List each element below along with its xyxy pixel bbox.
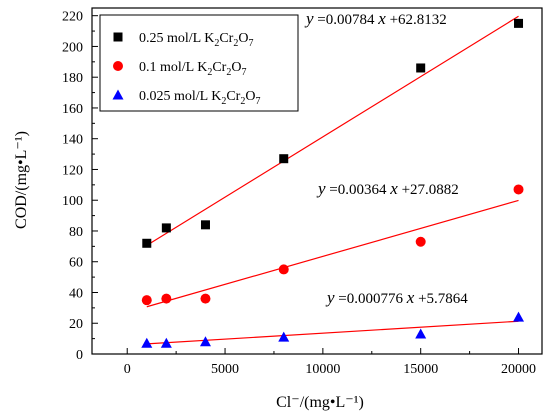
y-tick-label: 180 bbox=[62, 71, 83, 86]
data-point bbox=[514, 18, 524, 28]
fit-lines bbox=[146, 15, 519, 345]
legend: 0.25 mol/L K2Cr2O7 0.1 mol/L K2Cr2O7 0.025… bbox=[99, 14, 299, 112]
fit-equation: y =0.00364 x +27.0882 bbox=[316, 179, 459, 198]
x-axis-title: Cl⁻/(mg•L⁻¹) bbox=[276, 394, 364, 411]
data-point bbox=[415, 328, 427, 339]
y-tick-label: 40 bbox=[69, 286, 83, 301]
data-point bbox=[200, 220, 210, 230]
data-point bbox=[141, 337, 153, 348]
x-tick-label: 10000 bbox=[305, 362, 340, 377]
fit-line bbox=[146, 199, 519, 308]
data-point bbox=[161, 223, 171, 233]
y-tick-label: 60 bbox=[69, 256, 83, 271]
x-tick-label: 0 bbox=[124, 362, 131, 377]
data-point bbox=[513, 311, 525, 322]
data-point bbox=[513, 184, 524, 195]
data-point bbox=[141, 295, 152, 306]
y-tick-label: 160 bbox=[62, 102, 83, 117]
y-tick-label: 140 bbox=[62, 133, 83, 148]
x-tick-label: 5000 bbox=[211, 362, 239, 377]
x-tick-label: 20000 bbox=[501, 362, 536, 377]
data-point bbox=[199, 336, 211, 347]
fit-equations: y =0.00784 x +62.8132 y =0.00364 x +27.08… bbox=[304, 9, 468, 307]
data-point bbox=[278, 331, 290, 342]
y-tick-label: 200 bbox=[62, 40, 83, 55]
legend-marker bbox=[112, 89, 124, 100]
fit-equation: y =0.000776 x +5.7864 bbox=[325, 288, 468, 307]
legend-entry: 0.1 mol/L K2Cr2O7 bbox=[139, 60, 246, 78]
y-tick-label: 100 bbox=[62, 194, 83, 209]
data-point bbox=[416, 63, 426, 73]
y-axis-title: COD/(mg•L⁻¹) bbox=[13, 131, 30, 229]
data-point bbox=[278, 264, 289, 275]
legend-entry: 0.025 mol/L K2Cr2O7 bbox=[139, 89, 260, 107]
y-tick-label: 80 bbox=[69, 225, 83, 240]
fit-equation: y =0.00784 x +62.8132 bbox=[304, 9, 447, 28]
plot-frame bbox=[91, 7, 543, 355]
data-point bbox=[160, 337, 172, 348]
data-point bbox=[161, 293, 172, 304]
fit-line bbox=[146, 15, 519, 246]
data-point bbox=[279, 154, 289, 164]
legend-marker bbox=[113, 32, 123, 42]
data-point bbox=[142, 238, 152, 248]
data-markers bbox=[141, 18, 525, 348]
data-point bbox=[200, 293, 211, 304]
legend-entry: 0.25 mol/L K2Cr2O7 bbox=[139, 31, 253, 49]
y-tick-label: 220 bbox=[62, 10, 83, 25]
fit-line bbox=[146, 320, 519, 345]
axis-ticks: 0 5000 10000 15000 20000 0 20 40 60 80 100 120 140 16… bbox=[62, 10, 536, 377]
y-tick-label: 20 bbox=[69, 317, 83, 332]
data-point bbox=[415, 236, 426, 247]
x-tick-label: 15000 bbox=[403, 362, 438, 377]
y-tick-label: 0 bbox=[76, 348, 83, 363]
legend-marker bbox=[113, 61, 123, 71]
legend-box bbox=[99, 14, 299, 112]
y-tick-label: 120 bbox=[62, 163, 83, 178]
